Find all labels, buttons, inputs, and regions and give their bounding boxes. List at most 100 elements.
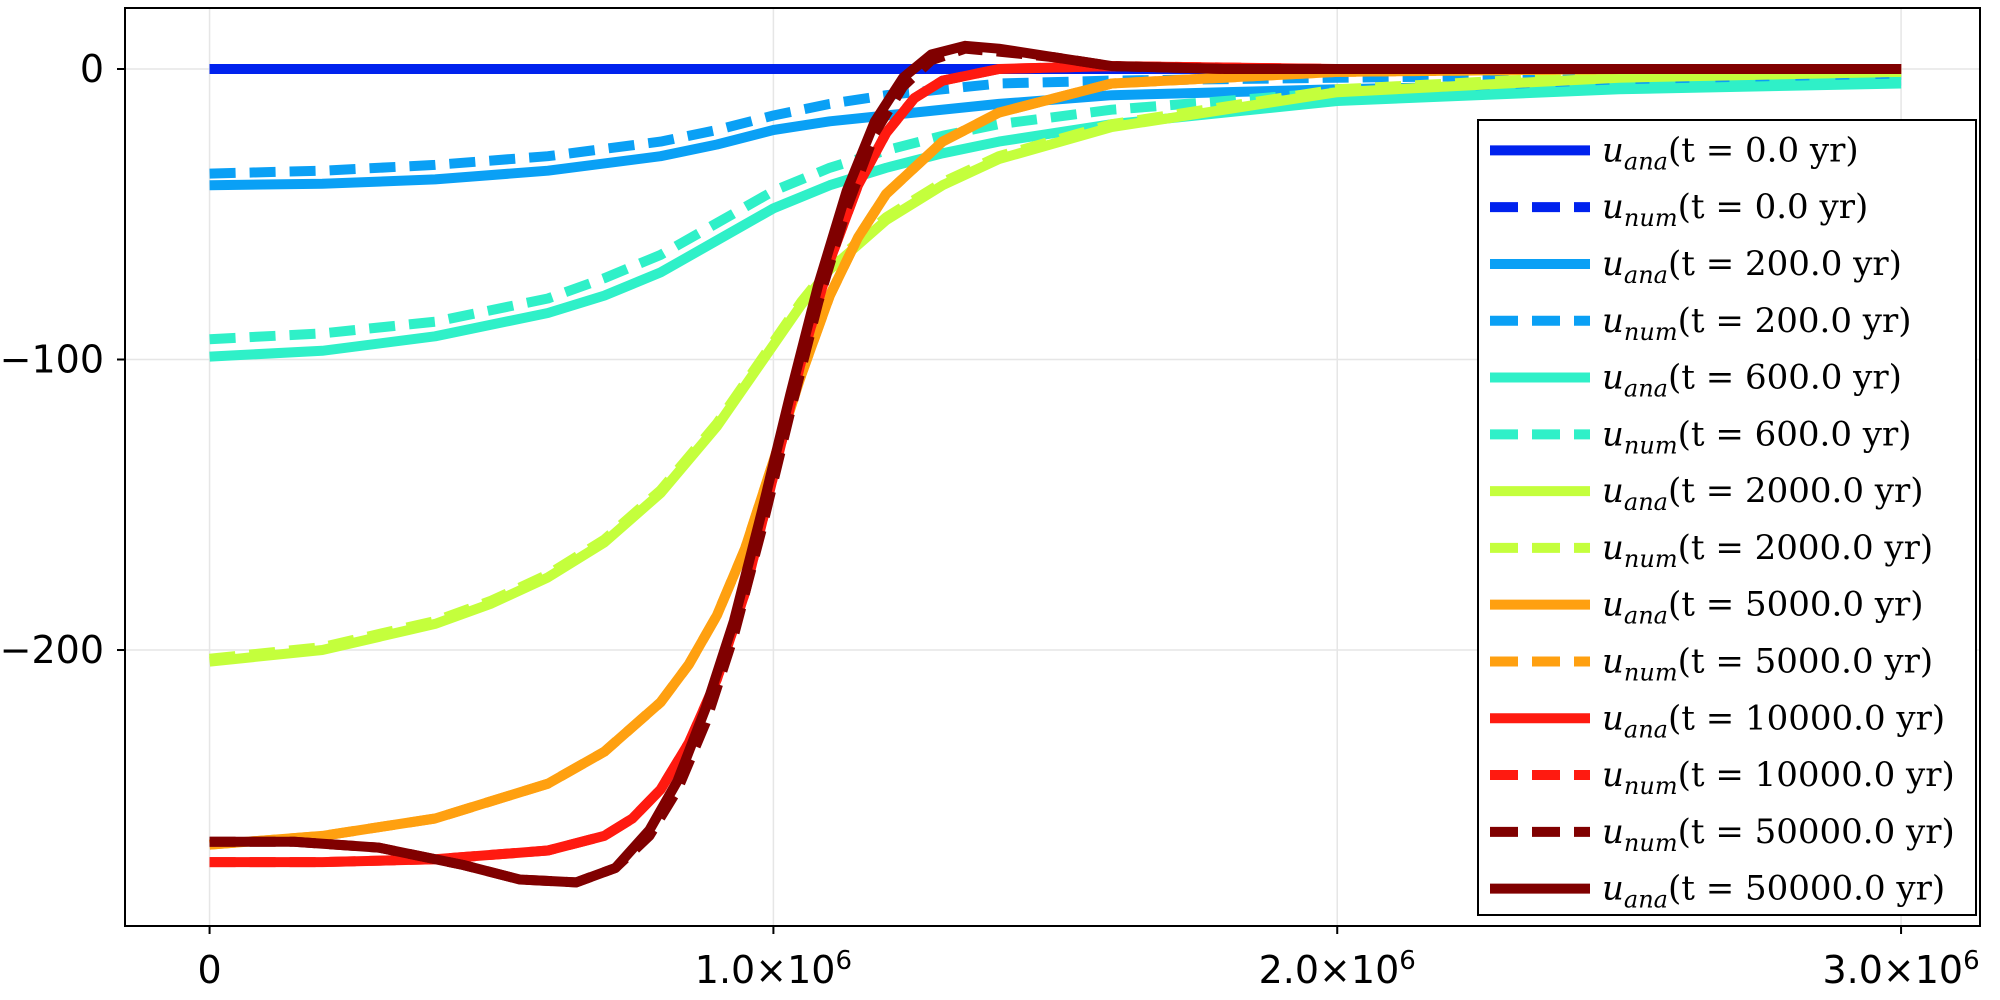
y-axis-ticks: 0 −100 −200 [0,47,125,672]
legend-time: t = 2000.0 yr [1681,471,1911,511]
legend-time: t = 200.0 yr [1681,244,1889,284]
legend-var: u [1602,358,1624,398]
legend-time: t = 50000.0 yr [1691,812,1942,852]
legend-subscript: ana [1624,488,1668,516]
legend-time: t = 2000.0 yr [1691,528,1921,568]
legend-paren-open: ( [1668,471,1681,511]
legend-paren-close: ) [1932,698,1945,738]
legend-paren-open: ( [1668,698,1681,738]
legend-time: t = 10000.0 yr [1681,698,1932,738]
legend-paren-open: ( [1678,755,1691,795]
series-line-num-2000_0 [209,66,1902,664]
legend-paren-open: ( [1668,869,1681,909]
legend-paren-open: ( [1678,301,1691,341]
y-tick-label: −200 [0,628,104,672]
x-tick-label: 2.0×106 [1259,946,1416,992]
x-tick-label-exponent: 6 [835,946,852,976]
series-line-num-5000_0 [209,64,1902,850]
legend-subscript: ana [1624,147,1668,175]
legend-entry-label: unum(t = 200.0 yr) [1602,301,1911,346]
legend-paren-open: ( [1678,641,1691,681]
legend-paren-close: ) [1920,641,1933,681]
legend-entry-label: uana(t = 2000.0 yr) [1602,471,1924,516]
y-tick-label: 0 [80,47,104,91]
legend-subscript: num [1624,658,1678,686]
legend-time: t = 10000.0 yr [1691,755,1942,795]
legend-paren-close: ) [1941,755,1954,795]
legend-var: u [1602,528,1624,568]
legend-time: t = 200.0 yr [1691,301,1899,341]
legend-subscript: num [1624,829,1678,857]
x-tick-label-base: 1.0×10 [695,948,836,992]
legend-var: u [1602,244,1624,284]
legend-paren-close: ) [1898,301,1911,341]
x-tick-label-exponent: 6 [1963,946,1980,976]
y-tick-label: −100 [0,338,104,382]
legend-var: u [1602,755,1624,795]
legend-subscript: num [1624,772,1678,800]
legend-paren-open: ( [1678,187,1691,227]
x-tick-label-base: 3.0×10 [1822,948,1963,992]
x-tick-label-base: 0 [197,948,221,992]
legend-var: u [1602,585,1624,625]
legend-subscript: num [1624,545,1678,573]
legend-time: t = 5000.0 yr [1691,641,1921,681]
legend-subscript: ana [1624,886,1668,914]
legend-paren-close: ) [1898,414,1911,454]
legend-paren-close: ) [1941,812,1954,852]
legend-var: u [1602,187,1624,227]
legend-subscript: ana [1624,261,1668,289]
legend-time: t = 0.0 yr [1681,130,1846,170]
legend-entry-label: uana(t = 600.0 yr) [1602,358,1902,403]
legend-var: u [1602,698,1624,738]
legend-subscript: ana [1624,715,1668,743]
legend-var: u [1602,130,1624,170]
legend-paren-close: ) [1855,187,1868,227]
legend-subscript: ana [1624,375,1668,403]
legend-entry-label: unum(t = 50000.0 yr) [1602,812,1955,857]
legend-entry-label: unum(t = 2000.0 yr) [1602,528,1933,573]
legend-var: u [1602,641,1624,681]
legend-var: u [1602,869,1624,909]
legend-paren-close: ) [1920,528,1933,568]
legend-entry-label: unum(t = 0.0 yr) [1602,187,1868,232]
x-tick-label: 0 [197,948,221,992]
legend-paren-open: ( [1678,812,1691,852]
legend-paren-open: ( [1668,585,1681,625]
legend-time: t = 50000.0 yr [1681,869,1932,909]
legend-entry-label: uana(t = 200.0 yr) [1602,244,1902,289]
legend-paren-close: ) [1910,471,1923,511]
legend-var: u [1602,301,1624,341]
series-line-ana-50000_0 [209,40,1902,888]
x-tick-label: 3.0×106 [1822,946,1979,992]
legend-entry-label: uana(t = 10000.0 yr) [1602,698,1945,743]
x-tick-label: 1.0×106 [695,946,852,992]
series-line-num-600_0 [209,69,1902,345]
legend-entry-label: unum(t = 5000.0 yr) [1602,641,1933,686]
x-tick-label-exponent: 6 [1399,946,1416,976]
legend-entry-label: uana(t = 5000.0 yr) [1602,585,1924,630]
legend-entry-label: uana(t = 50000.0 yr) [1602,869,1945,914]
legend-box [1477,119,1977,916]
x-tick-label-base: 2.0×10 [1259,948,1400,992]
legend-paren-close: ) [1932,869,1945,909]
legend-time: t = 600.0 yr [1681,358,1889,398]
legend-time: t = 5000.0 yr [1681,585,1911,625]
legend-time: t = 600.0 yr [1691,414,1899,454]
legend-paren-close: ) [1910,585,1923,625]
legend-paren-open: ( [1668,244,1681,284]
legend-subscript: num [1624,318,1678,346]
legend-entry-label: unum(t = 10000.0 yr) [1602,755,1955,800]
legend-paren-close: ) [1889,244,1902,284]
legend-subscript: num [1624,431,1678,459]
legend-var: u [1602,471,1624,511]
legend-paren-open: ( [1668,130,1681,170]
plot-frame [124,7,1981,927]
legend-time: t = 0.0 yr [1691,187,1856,227]
legend-subscript: ana [1624,602,1668,630]
x-axis-ticks: 0 1.0×106 2.0×106 3.0×106 [197,926,1980,992]
legend-entry-label: uana(t = 0.0 yr) [1602,130,1859,175]
legend-subscript: num [1624,204,1678,232]
legend-paren-close: ) [1889,358,1902,398]
